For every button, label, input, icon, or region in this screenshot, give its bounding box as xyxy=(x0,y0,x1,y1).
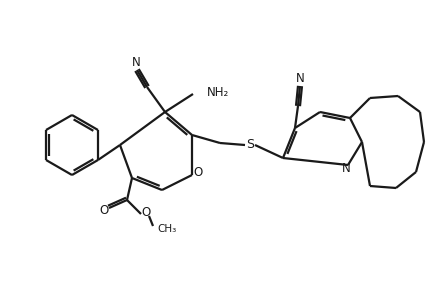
Text: O: O xyxy=(141,206,150,218)
Text: CH₃: CH₃ xyxy=(157,224,176,234)
Text: O: O xyxy=(193,167,203,179)
Text: N: N xyxy=(341,162,350,175)
Text: O: O xyxy=(99,204,109,217)
Text: S: S xyxy=(246,137,254,150)
Text: N: N xyxy=(132,57,140,69)
Text: N: N xyxy=(296,72,304,86)
Text: NH₂: NH₂ xyxy=(207,86,229,99)
